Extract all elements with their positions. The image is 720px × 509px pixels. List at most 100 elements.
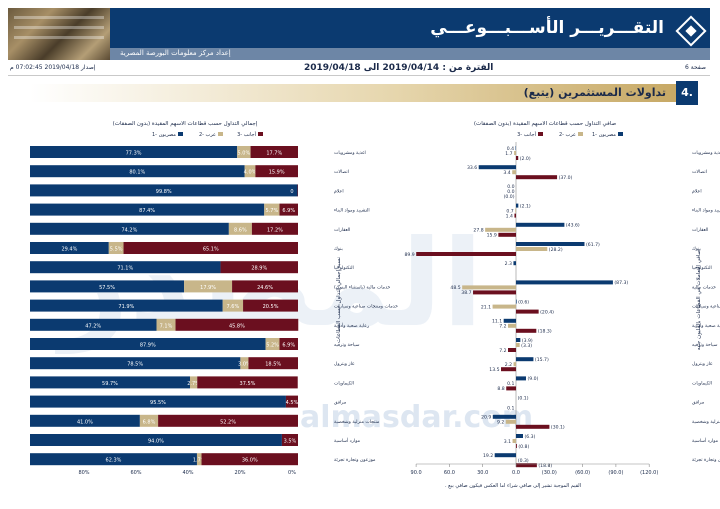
left-data-label: 65.1% [203, 247, 219, 253]
right-category-label: اتصالات [692, 170, 707, 175]
left-bar-segment [248, 357, 298, 370]
right-bar [516, 424, 550, 429]
left-bar-segment [184, 280, 233, 293]
right-data-label: 89.9 [404, 252, 414, 258]
left-bar-segment [139, 414, 159, 427]
left-bar-segment [30, 453, 197, 466]
left-bar-segment [156, 318, 176, 331]
right-bar [498, 232, 516, 237]
right-data-label: 0.1 [507, 405, 514, 411]
right-bar [516, 242, 585, 246]
right-bar [416, 252, 516, 256]
right-data-label: (2.1) [520, 203, 531, 209]
section-number: 4. [676, 81, 698, 105]
left-x-tick-label: 20% [234, 470, 245, 476]
right-category-label: خدمات مالية [692, 285, 716, 290]
right-bar [492, 304, 516, 309]
right-data-label: 2.3 [505, 261, 512, 267]
footnote: القيم الموجبة تشير إلى صافي شراء اما الع… [445, 483, 582, 489]
right-bar [503, 318, 516, 323]
right-bar [505, 419, 516, 424]
right-data-label: 8.8 [497, 386, 504, 392]
left-category-label: منتجات منزلية وشخصية [334, 420, 380, 425]
right-data-label: (3.9) [522, 338, 533, 344]
left-bar-segment [251, 222, 298, 235]
left-bar-segment [240, 357, 249, 370]
left-data-label: 0 [290, 189, 293, 195]
right-legend-label: مصريون -1 [592, 132, 616, 138]
left-data-label: 47.2% [85, 323, 101, 329]
left-category-label: خدمات ومنتجات صناعية وسيارات [334, 305, 398, 310]
right-bar [516, 175, 558, 180]
banner-stripe [110, 48, 710, 60]
right-x-tick-label: (30.0) [542, 470, 557, 476]
left-bar-segment [175, 318, 299, 331]
right-data-label: (37.0) [559, 175, 573, 181]
right-bar [516, 309, 539, 314]
left-bar-segment [30, 184, 298, 197]
left-chart-title: إجمالي التداول حسب قطاعات الاسهم المقيدة… [113, 121, 258, 127]
right-bar [516, 338, 521, 342]
left-bar-segment [189, 376, 198, 389]
left-data-label: 5.7% [266, 208, 279, 214]
right-bar [494, 453, 516, 458]
right-bar [515, 208, 516, 213]
right-bar [473, 290, 516, 295]
left-data-label: 17.9% [200, 285, 216, 291]
left-bar-segment [201, 453, 298, 466]
right-category-label: رعاية صحية وأدوية [692, 322, 720, 329]
left-data-label: 4.0% [244, 170, 257, 176]
right-category-label: اغذية ومشروبات [692, 151, 720, 156]
left-category-label: موارد أساسية [334, 437, 361, 444]
left-category-label: اتصالات [334, 170, 349, 175]
left-bar-segment [30, 203, 265, 216]
left-data-label: 99.8% [156, 189, 172, 195]
section-header: 4. تداولات المستثمرين (يتبع) [30, 81, 698, 105]
left-y-axis-title: نسبة إجمالي التداول حسب القطاعات [336, 257, 342, 343]
left-data-label: 20.5% [263, 304, 279, 310]
right-bar [513, 261, 516, 266]
right-bar [508, 323, 516, 328]
right-data-label: (30.1) [551, 425, 565, 431]
left-data-label: 5.0% [238, 151, 251, 157]
left-bar-segment [30, 357, 241, 370]
left-bar-segment [30, 318, 157, 331]
left-data-label: 6.9% [282, 208, 295, 214]
left-data-label: 57.5% [99, 285, 115, 291]
left-data-label: 18.5% [265, 362, 281, 368]
left-bar-segment [250, 146, 298, 158]
right-category-label: اعلام [692, 189, 702, 194]
right-category-label: منتجات منزلية وشخصية [692, 420, 720, 425]
right-bar [516, 444, 517, 448]
right-bar [485, 227, 516, 232]
left-legend-swatch [258, 132, 263, 136]
right-category-label: موارد أساسية [692, 437, 719, 444]
left-data-label: 80.1% [129, 170, 145, 176]
left-bar-segment [279, 338, 298, 350]
report-period: الفترة من : 2019/04/14 الى 2019/04/18 [304, 63, 494, 73]
left-bar-segment [255, 165, 298, 178]
right-data-label: 13.5 [489, 367, 499, 373]
right-data-label: 0.1 [507, 381, 514, 387]
left-bar-segment [285, 395, 298, 408]
left-x-tick-label: 60% [130, 470, 141, 476]
left-data-label: 87.9% [140, 343, 156, 349]
left-bar-segment [30, 165, 245, 178]
right-data-label: 9.2 [497, 420, 504, 426]
right-data-label: 1.4 [506, 213, 513, 219]
trading-floor-photo [8, 8, 110, 60]
right-data-label: 38.7 [461, 290, 471, 296]
left-data-label: 71.9% [118, 304, 134, 310]
right-bar [516, 247, 548, 251]
left-bar-segment [30, 338, 266, 350]
left-data-label: 41.0% [77, 419, 93, 425]
left-bar-segment [220, 261, 298, 274]
right-data-label: 48.5 [450, 285, 460, 291]
left-category-label: موزعون وتجارة تجزئة [334, 458, 376, 463]
right-bar [516, 343, 520, 347]
left-category-label: اغذية ومشروبات [334, 151, 366, 156]
right-chart-title: صافي التداول حسب قطاعات الاسهم المقيدة (… [474, 121, 617, 127]
right-data-label: 15.9 [487, 233, 497, 239]
right-data-label: (2.0) [520, 156, 531, 162]
